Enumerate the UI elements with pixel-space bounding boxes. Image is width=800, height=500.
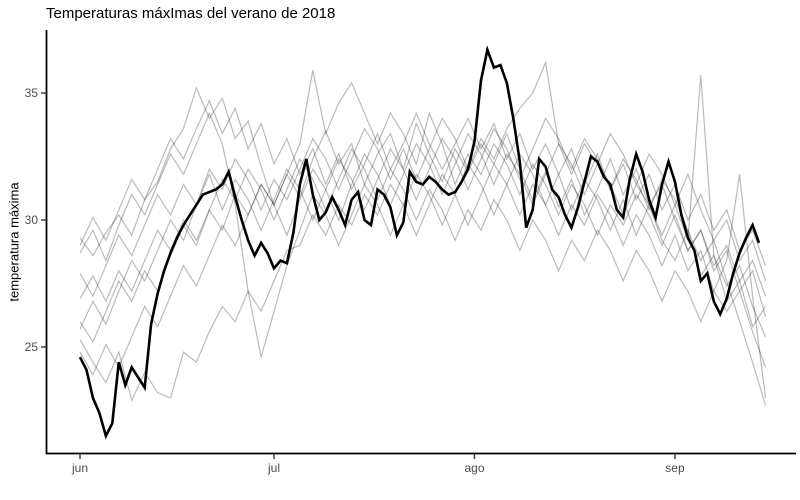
series-line-gray-line-4	[79, 111, 767, 358]
series-line-gray-line-9	[79, 147, 767, 398]
x-tick-label-sep: sep	[665, 461, 685, 475]
x-tick-label-jun: jun	[71, 461, 88, 475]
x-tick-label-jul: jul	[267, 461, 280, 475]
series-line-gray-line-7	[79, 162, 767, 403]
x-tick-label-ago: ago	[464, 461, 485, 475]
series-line-2018	[78, 45, 761, 440]
series-line-gray-line-3	[79, 117, 767, 406]
chart-title: Temperaturas máxImas del verano de 2018	[46, 5, 336, 22]
y-tick-label-35: 35	[24, 85, 38, 100]
series-line-gray-line-1	[79, 86, 767, 297]
series-line-gray-line-5	[79, 60, 767, 298]
y-tick-label-25: 25	[24, 339, 38, 354]
series-line-gray-line-8	[79, 99, 767, 266]
y-axis-title: temperatura máxima	[6, 182, 22, 302]
series-line-gray-line-2	[79, 75, 767, 344]
y-tick-label-30: 30	[24, 212, 38, 227]
series-line-gray-line-6	[79, 69, 767, 377]
